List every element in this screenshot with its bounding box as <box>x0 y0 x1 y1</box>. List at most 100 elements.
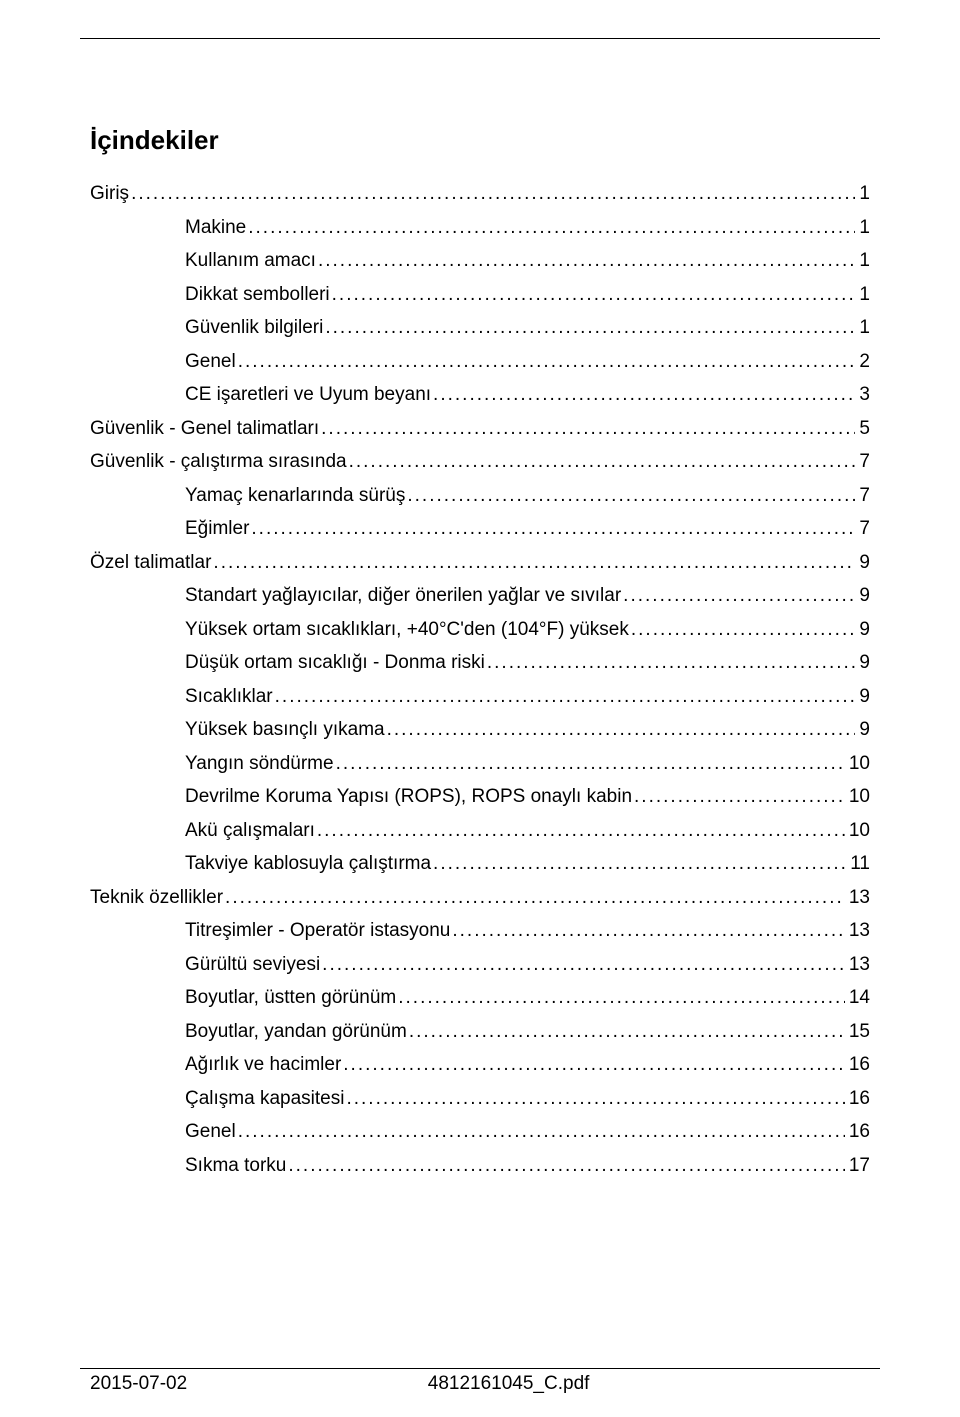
toc-entry-label: Devrilme Koruma Yapısı (ROPS), ROPS onay… <box>185 787 632 806</box>
toc-entry: Özel talimatlar 9 <box>90 553 870 572</box>
toc-leader-dots <box>405 486 855 505</box>
toc-entry-page: 17 <box>845 1156 870 1175</box>
toc-entry-label: Genel <box>185 1122 236 1141</box>
toc-leader-dots <box>319 419 855 438</box>
toc-entry-label: Takviye kablosuyla çalıştırma <box>185 854 431 873</box>
toc-entry: Genel 16 <box>90 1122 870 1141</box>
toc-leader-dots <box>315 821 845 840</box>
toc-entry: Boyutlar, yandan görünüm 15 <box>90 1022 870 1041</box>
toc-entry: Ağırlık ve hacimler 16 <box>90 1055 870 1074</box>
toc-leader-dots <box>129 184 855 203</box>
toc-entry: Yamaç kenarlarında sürüş 7 <box>90 486 870 505</box>
toc-entry-label: Ağırlık ve hacimler <box>185 1055 341 1074</box>
toc-entry-page: 2 <box>855 352 870 371</box>
toc-entry-label: Yüksek ortam sıcaklıkları, +40°C'den (10… <box>185 620 629 639</box>
toc-entry: CE işaretleri ve Uyum beyanı 3 <box>90 385 870 404</box>
toc-entry-page: 1 <box>855 251 870 270</box>
toc-entry: Yüksek ortam sıcaklıkları, +40°C'den (10… <box>90 620 870 639</box>
toc-leader-dots <box>431 385 855 404</box>
toc-entry-label: Çalışma kapasitesi <box>185 1089 344 1108</box>
toc-entry: Takviye kablosuyla çalıştırma 11 <box>90 854 870 873</box>
toc-entry-page: 1 <box>855 218 870 237</box>
toc-leader-dots <box>320 955 845 974</box>
toc-entry-page: 1 <box>855 318 870 337</box>
toc-entry-page: 7 <box>855 519 870 538</box>
toc-entry-label: Sıcaklıklar <box>185 687 273 706</box>
toc-entry: Yangın söndürme 10 <box>90 754 870 773</box>
toc-entry-label: Dikkat sembolleri <box>185 285 330 304</box>
toc-entry-page: 15 <box>845 1022 870 1041</box>
toc-entry: Standart yağlayıcılar, diğer önerilen ya… <box>90 586 870 605</box>
toc-leader-dots <box>485 653 856 672</box>
toc-entry-page: 10 <box>845 754 870 773</box>
toc-entry-page: 9 <box>855 653 870 672</box>
toc-leader-dots <box>249 519 855 538</box>
toc-entry-page: 16 <box>845 1055 870 1074</box>
toc-entry: Güvenlik bilgileri 1 <box>90 318 870 337</box>
toc-entry-page: 7 <box>855 486 870 505</box>
toc-leader-dots <box>344 1089 844 1108</box>
toc-entry: Güvenlik - çalıştırma sırasında 7 <box>90 452 870 471</box>
toc-entry-page: 14 <box>845 988 870 1007</box>
toc-leader-dots <box>211 553 855 572</box>
toc-entry-page: 13 <box>845 955 870 974</box>
toc-entry: Çalışma kapasitesi 16 <box>90 1089 870 1108</box>
toc-leader-dots <box>273 687 856 706</box>
toc-entry-label: Yüksek basınçlı yıkama <box>185 720 385 739</box>
toc-entry-label: Güvenlik - Genel talimatları <box>90 419 319 438</box>
toc-entry-page: 13 <box>845 921 870 940</box>
toc-entry-label: Boyutlar, yandan görünüm <box>185 1022 407 1041</box>
toc-entry: Kullanım amacı 1 <box>90 251 870 270</box>
toc-entry-page: 7 <box>855 452 870 471</box>
toc-entry: Yüksek basınçlı yıkama 9 <box>90 720 870 739</box>
toc-entry-page: 13 <box>845 888 870 907</box>
toc-content: İçindekiler Giriş 1Makine 1Kullanım amac… <box>90 125 870 1189</box>
toc-leader-dots <box>236 1122 845 1141</box>
toc-entry-label: Teknik özellikler <box>90 888 223 907</box>
footer: 2015-07-02 4812161045_C.pdf <box>90 1373 870 1395</box>
toc-entry-page: 9 <box>855 586 870 605</box>
toc-entry-page: 9 <box>855 687 870 706</box>
toc-leader-dots <box>621 586 855 605</box>
toc-leader-dots <box>385 720 856 739</box>
toc-entry-label: Genel <box>185 352 236 371</box>
toc-entry: Sıkma torku 17 <box>90 1156 870 1175</box>
toc-entry-page: 9 <box>855 720 870 739</box>
toc-entry-label: Düşük ortam sıcaklığı - Donma riski <box>185 653 485 672</box>
toc-entry-page: 1 <box>855 285 870 304</box>
toc-leader-dots <box>407 1022 845 1041</box>
toc-entry-page: 11 <box>846 854 870 873</box>
toc-entry-label: CE işaretleri ve Uyum beyanı <box>185 385 431 404</box>
toc-entry-page: 3 <box>855 385 870 404</box>
toc-entry-label: Güvenlik bilgileri <box>185 318 323 337</box>
footer-rule <box>80 1368 880 1369</box>
toc-entry: Genel 2 <box>90 352 870 371</box>
toc-entry-page: 9 <box>855 620 870 639</box>
toc-leader-dots <box>334 754 845 773</box>
toc-entry-label: Güvenlik - çalıştırma sırasında <box>90 452 347 471</box>
toc-entry: Eğimler 7 <box>90 519 870 538</box>
toc-entry-page: 16 <box>845 1089 870 1108</box>
toc-entry: Akü çalışmaları 10 <box>90 821 870 840</box>
toc-leader-dots <box>632 787 845 806</box>
footer-filename: 4812161045_C.pdf <box>147 1373 870 1395</box>
toc-entry: Teknik özellikler 13 <box>90 888 870 907</box>
toc-leader-dots <box>246 218 855 237</box>
toc-entry: Güvenlik - Genel talimatları 5 <box>90 419 870 438</box>
toc-entry-label: Standart yağlayıcılar, diğer önerilen ya… <box>185 586 621 605</box>
toc-leader-dots <box>330 285 856 304</box>
toc-entry-label: Boyutlar, üstten görünüm <box>185 988 396 1007</box>
toc-list: Giriş 1Makine 1Kullanım amacı 1Dikkat se… <box>90 184 870 1175</box>
toc-entry-page: 5 <box>855 419 870 438</box>
toc-entry-page: 16 <box>845 1122 870 1141</box>
toc-entry: Titreşimler - Operatör istasyonu 13 <box>90 921 870 940</box>
toc-leader-dots <box>431 854 846 873</box>
toc-entry-page: 10 <box>845 787 870 806</box>
toc-entry-page: 1 <box>855 184 870 203</box>
toc-entry-label: Gürültü seviyesi <box>185 955 320 974</box>
toc-entry-page: 9 <box>855 553 870 572</box>
toc-entry-label: Özel talimatlar <box>90 553 211 572</box>
header-rule <box>80 38 880 39</box>
toc-leader-dots <box>347 452 856 471</box>
toc-leader-dots <box>223 888 845 907</box>
